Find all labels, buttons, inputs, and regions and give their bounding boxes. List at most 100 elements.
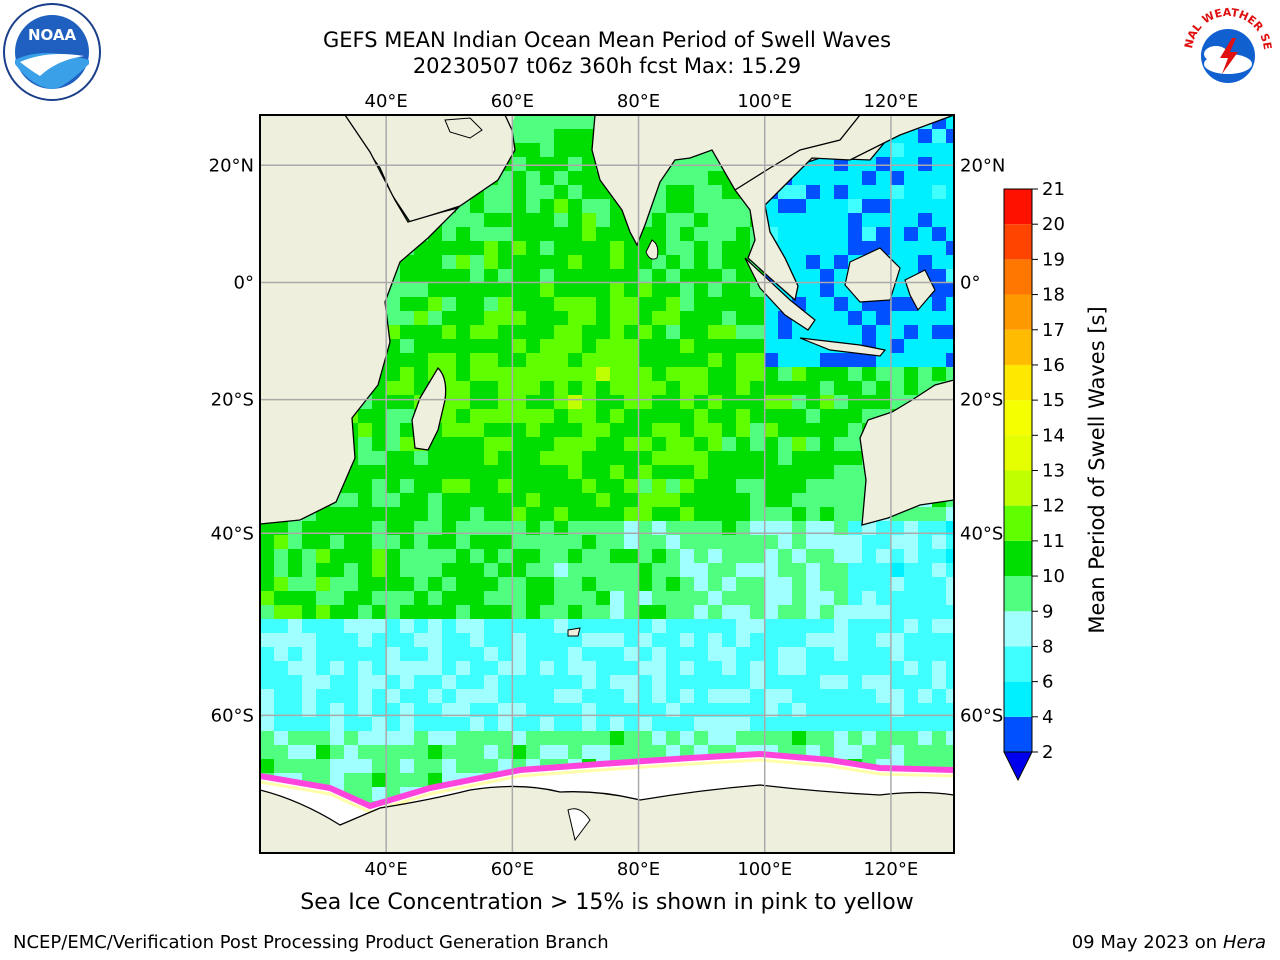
field-cell [834,563,848,577]
field-cell [442,633,456,647]
field-cell [428,325,442,339]
field-cell [862,633,876,647]
field-cell [470,255,484,269]
field-cell [498,507,512,521]
field-cell [400,465,414,479]
field-cell [484,619,498,633]
field-cell [358,549,372,563]
field-cell [946,521,954,535]
field-cell [582,171,596,185]
field-cell [274,745,288,759]
colorbar-tick-label: 4 [1042,707,1053,728]
field-cell [848,689,862,703]
field-cell [890,745,904,759]
field-cell [932,339,946,353]
field-cell [932,521,946,535]
field-cell [484,493,498,507]
field-cell [386,591,400,605]
field-cell [680,675,694,689]
field-cell [848,395,862,409]
field-cell [736,633,750,647]
field-cell [288,647,302,661]
field-cell [540,689,554,703]
field-cell [778,367,792,381]
field-cell [386,675,400,689]
field-cell [568,437,582,451]
lon-tick-label-top: 80°E [617,91,660,112]
field-cell [596,563,610,577]
field-cell [722,465,736,479]
field-cell [876,381,890,395]
field-cell [610,549,624,563]
field-cell [666,297,680,311]
field-cell [848,731,862,745]
colorbar-segment [1004,611,1032,647]
field-cell [820,367,834,381]
field-cell [400,409,414,423]
field-cell [764,409,778,423]
field-cell [834,493,848,507]
field-cell [484,381,498,395]
field-cell [890,395,904,409]
field-cell [260,647,274,661]
field-cell [358,493,372,507]
field-cell [498,465,512,479]
field-cell [680,339,694,353]
field-cell [596,283,610,297]
field-cell [470,619,484,633]
field-cell [498,283,512,297]
field-cell [554,143,568,157]
field-cell [764,689,778,703]
field-cell [778,507,792,521]
field-cell [666,521,680,535]
field-cell [470,241,484,255]
field-cell [414,549,428,563]
field-cell [470,367,484,381]
field-cell [722,339,736,353]
field-cell [890,633,904,647]
field-cell [778,535,792,549]
field-cell [512,227,526,241]
field-cell [736,507,750,521]
field-cell [778,591,792,605]
field-cell [526,675,540,689]
field-cell [400,493,414,507]
field-cell [372,395,386,409]
field-cell [820,689,834,703]
field-cell [484,367,498,381]
field-cell [610,619,624,633]
field-cell [540,437,554,451]
colorbar-segment [1004,189,1032,225]
field-cell [764,465,778,479]
field-cell [848,521,862,535]
field-cell [736,409,750,423]
field-cell [330,759,344,773]
field-cell [526,493,540,507]
field-cell [596,633,610,647]
field-cell [568,493,582,507]
field-cell [820,745,834,759]
field-cell [414,255,428,269]
field-cell [442,535,456,549]
field-cell [694,507,708,521]
field-cell [372,493,386,507]
field-cell [750,367,764,381]
graticule [260,115,954,853]
field-cell [750,381,764,395]
field-cell [946,591,954,605]
field-cell [666,689,680,703]
field-cell [708,731,722,745]
field-cell [666,745,680,759]
field-cell [400,353,414,367]
field-cell [358,423,372,437]
noaa-logo-text: NOAA [28,26,77,44]
field-cell [554,381,568,395]
field-cell [358,591,372,605]
field-cell [302,731,316,745]
field-cell [890,647,904,661]
field-cell [624,521,638,535]
field-cell [512,115,526,129]
field-cell [554,479,568,493]
field-cell [428,493,442,507]
field-cell [666,339,680,353]
